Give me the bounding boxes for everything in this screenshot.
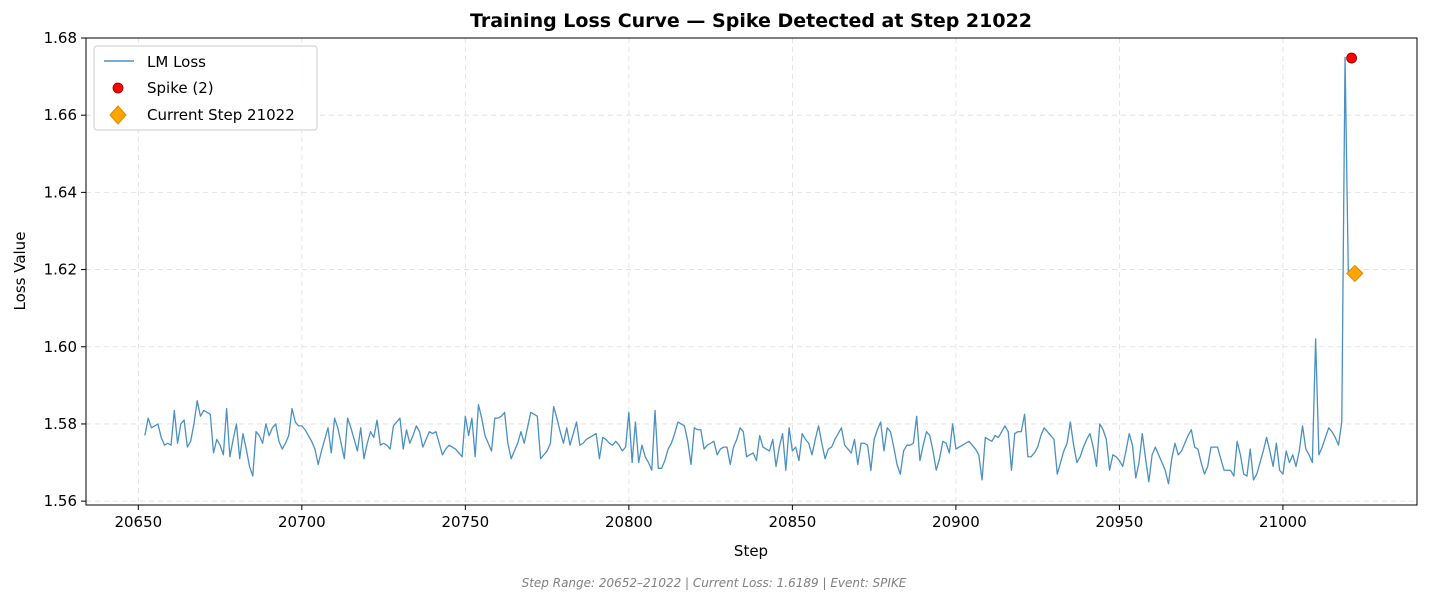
- y-tick-label: 1.64: [44, 183, 77, 201]
- x-tick-label: 20700: [278, 513, 326, 531]
- legend-label-spike: Spike (2): [147, 79, 214, 97]
- axis-ticks: 20650 20700 20750 20800 20850 20900 20950 21000…: [44, 29, 1307, 531]
- plot-frame: [85, 37, 1418, 506]
- legend-box: [93, 45, 318, 131]
- y-tick-label: 1.60: [44, 338, 77, 356]
- y-tick-label: 1.66: [44, 106, 77, 124]
- x-tick-label: 20900: [932, 513, 980, 531]
- y-tick-label: 1.56: [44, 492, 77, 510]
- footer-caption: Step Range: 20652–21022 | Current Loss: …: [522, 576, 907, 590]
- y-tick-label: 1.58: [44, 415, 77, 433]
- x-axis-label: Step: [734, 542, 768, 560]
- x-tick-label: 21000: [1259, 513, 1307, 531]
- legend-label-current-step: Current Step 21022: [147, 106, 295, 124]
- chart-title: Training Loss Curve — Spike Detected at …: [470, 10, 1032, 32]
- legend-current-swatch: [109, 105, 127, 125]
- x-tick-label: 20850: [769, 513, 817, 531]
- x-tick-label: 20950: [1096, 513, 1144, 531]
- y-tick-label: 1.68: [44, 29, 77, 47]
- y-tick-label: 1.62: [44, 261, 77, 279]
- lm-loss-line: [144, 56, 1349, 485]
- legend: LM Loss Spike (2) Current Step 21022: [93, 45, 318, 131]
- current-step-point: [1346, 264, 1364, 283]
- x-tick-label: 20650: [114, 513, 162, 531]
- x-tick-label: 20750: [441, 513, 489, 531]
- legend-spike-swatch: [112, 82, 124, 94]
- spike-point: [1346, 52, 1357, 64]
- x-tick-label: 20800: [605, 513, 653, 531]
- legend-label-lm-loss: LM Loss: [147, 53, 206, 71]
- y-axis-label: Loss Value: [11, 232, 29, 311]
- plot-area: [144, 52, 1364, 485]
